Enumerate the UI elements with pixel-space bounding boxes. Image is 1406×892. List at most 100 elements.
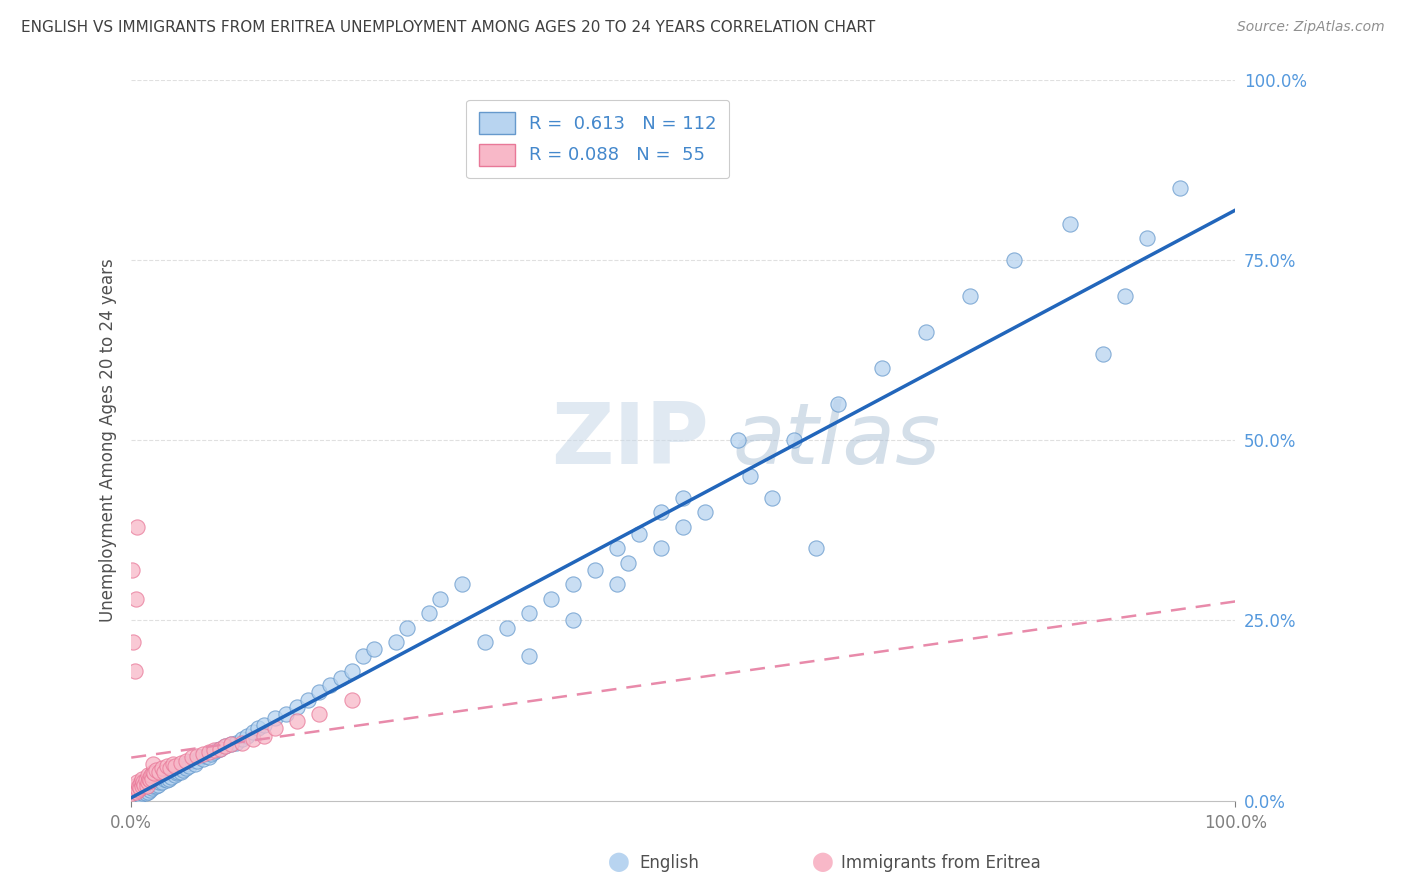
Point <box>236 729 259 743</box>
Point <box>1168 181 1191 195</box>
Point <box>150 773 173 788</box>
Point <box>135 780 157 795</box>
Point <box>517 606 540 620</box>
Point <box>727 434 749 448</box>
Point <box>131 786 153 800</box>
Point <box>231 732 253 747</box>
Point <box>396 621 419 635</box>
Point <box>429 591 451 606</box>
Point <box>129 775 152 789</box>
Point <box>695 505 717 519</box>
Point <box>186 754 208 768</box>
Point <box>202 743 225 757</box>
Point <box>672 491 695 505</box>
Point <box>139 773 162 788</box>
Point <box>128 779 150 793</box>
Point <box>474 635 496 649</box>
Point <box>207 743 229 757</box>
Point <box>124 785 146 799</box>
Point <box>285 714 308 729</box>
Point <box>165 764 187 778</box>
Point <box>121 786 143 800</box>
Point <box>159 761 181 775</box>
Point <box>170 756 193 770</box>
Point <box>135 779 157 793</box>
Point <box>145 764 167 778</box>
Point <box>167 761 190 775</box>
Point <box>650 541 672 556</box>
Point <box>142 779 165 793</box>
Point <box>214 739 236 754</box>
Point <box>827 397 849 411</box>
Point <box>142 757 165 772</box>
Point <box>197 750 219 764</box>
Point <box>131 779 153 793</box>
Point <box>134 778 156 792</box>
Point <box>155 773 177 788</box>
Point <box>150 761 173 775</box>
Point <box>170 761 193 775</box>
Point <box>606 541 628 556</box>
Text: ⬤: ⬤ <box>811 853 834 872</box>
Text: atlas: atlas <box>733 399 941 482</box>
Point <box>915 325 938 339</box>
Point <box>143 775 166 789</box>
Point <box>197 745 219 759</box>
Point <box>136 785 159 799</box>
Point <box>208 741 231 756</box>
Point <box>162 764 184 779</box>
Point <box>155 759 177 773</box>
Y-axis label: Unemployment Among Ages 20 to 24 years: Unemployment Among Ages 20 to 24 years <box>100 259 117 622</box>
Text: Immigrants from Eritrea: Immigrants from Eritrea <box>841 855 1040 872</box>
Point <box>583 563 606 577</box>
Point <box>141 780 163 795</box>
Point <box>761 491 783 505</box>
Point <box>650 505 672 519</box>
Point <box>166 764 188 779</box>
Point <box>135 786 157 800</box>
Point <box>122 635 145 649</box>
Point <box>143 766 166 780</box>
Point <box>253 729 276 743</box>
Point <box>352 649 374 664</box>
Point <box>340 692 363 706</box>
Point <box>134 782 156 797</box>
Point <box>628 527 651 541</box>
Point <box>145 773 167 788</box>
Point <box>263 722 285 736</box>
Point <box>153 772 176 786</box>
Point <box>176 754 198 768</box>
Point <box>617 556 640 570</box>
Point <box>145 779 167 793</box>
Text: Source: ZipAtlas.com: Source: ZipAtlas.com <box>1237 20 1385 34</box>
Point <box>138 779 160 793</box>
Point <box>149 772 172 786</box>
Point <box>122 782 145 797</box>
Point <box>385 635 408 649</box>
Point <box>159 766 181 780</box>
Text: English: English <box>640 855 700 872</box>
Legend: R =  0.613   N = 112, R = 0.088   N =  55: R = 0.613 N = 112, R = 0.088 N = 55 <box>465 100 730 178</box>
Point <box>172 764 194 778</box>
Point <box>121 563 143 577</box>
Point <box>128 782 150 797</box>
Point <box>156 768 179 782</box>
Point <box>959 289 981 303</box>
Point <box>136 775 159 789</box>
Point <box>870 361 893 376</box>
Point <box>176 757 198 772</box>
Point <box>219 737 242 751</box>
Point <box>125 780 148 795</box>
Text: ZIP: ZIP <box>551 399 709 482</box>
Point <box>162 757 184 772</box>
Point <box>136 775 159 789</box>
Point <box>125 786 148 800</box>
Point <box>247 722 270 736</box>
Point <box>214 739 236 754</box>
Point <box>191 747 214 761</box>
Point <box>225 736 247 750</box>
Point <box>363 642 385 657</box>
Point <box>561 613 583 627</box>
Point <box>146 778 169 792</box>
Point <box>672 519 695 533</box>
